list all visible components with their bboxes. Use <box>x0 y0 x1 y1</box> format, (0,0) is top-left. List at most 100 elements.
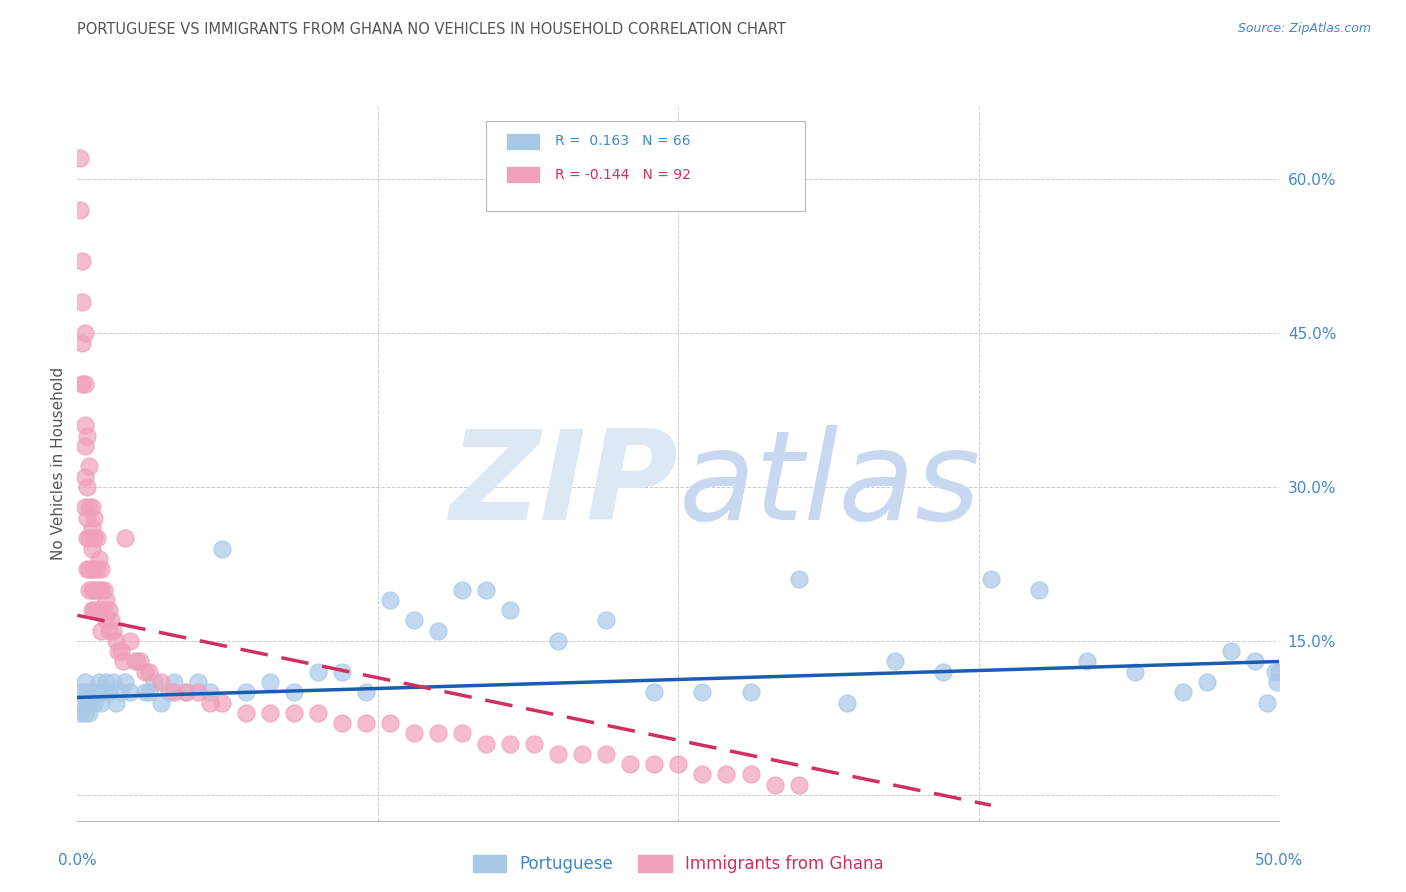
Point <box>96 614 118 628</box>
Point <box>283 685 305 699</box>
Point <box>87 603 110 617</box>
Point <box>174 685 197 699</box>
Point <box>83 696 105 710</box>
Point <box>86 603 108 617</box>
Point <box>716 767 738 781</box>
Point <box>402 726 425 740</box>
Point <box>90 696 112 710</box>
Point <box>143 675 166 690</box>
Point <box>73 326 96 340</box>
Point <box>378 593 401 607</box>
Point <box>97 603 120 617</box>
Point <box>80 541 103 556</box>
Point <box>235 706 257 720</box>
Point <box>283 706 305 720</box>
Point <box>83 562 105 576</box>
Point <box>740 767 762 781</box>
Point <box>83 582 105 597</box>
Text: R =  0.163   N = 66: R = 0.163 N = 66 <box>554 135 690 148</box>
Point <box>83 603 105 617</box>
Point <box>571 747 593 761</box>
Point <box>90 582 112 597</box>
Point <box>402 614 425 628</box>
Point <box>595 614 617 628</box>
Point <box>93 685 115 699</box>
Point <box>79 500 101 515</box>
Point <box>76 685 98 699</box>
Point <box>883 655 905 669</box>
Point <box>76 510 98 524</box>
Point <box>595 747 617 761</box>
Text: Source: ZipAtlas.com: Source: ZipAtlas.com <box>1237 22 1371 36</box>
Point <box>69 152 91 166</box>
Point <box>107 644 129 658</box>
Point <box>90 603 112 617</box>
Point <box>127 655 149 669</box>
Point <box>86 685 108 699</box>
Point <box>79 562 101 576</box>
Point <box>1197 675 1219 690</box>
Point <box>110 685 132 699</box>
Point <box>96 593 118 607</box>
Point <box>73 469 96 483</box>
Point <box>787 572 810 586</box>
Point <box>80 603 103 617</box>
Point <box>86 531 108 545</box>
Point <box>73 439 96 453</box>
Text: 50.0%: 50.0% <box>1256 854 1303 869</box>
Point <box>427 726 450 740</box>
Point <box>104 696 127 710</box>
Point <box>73 500 96 515</box>
Point <box>104 634 127 648</box>
Point <box>96 675 118 690</box>
Point <box>100 614 122 628</box>
Point <box>499 737 522 751</box>
Point <box>70 295 93 310</box>
Point <box>643 685 665 699</box>
Point <box>114 531 136 545</box>
Point <box>73 418 96 433</box>
Point <box>73 706 96 720</box>
Point <box>114 675 136 690</box>
Point <box>1173 685 1195 699</box>
Point <box>1265 675 1288 690</box>
Point <box>80 582 103 597</box>
Point <box>475 582 498 597</box>
Point <box>76 531 98 545</box>
Point <box>69 202 91 217</box>
Point <box>86 562 108 576</box>
Point <box>1123 665 1146 679</box>
Point <box>87 551 110 566</box>
Text: PORTUGUESE VS IMMIGRANTS FROM GHANA NO VEHICLES IN HOUSEHOLD CORRELATION CHART: PORTUGUESE VS IMMIGRANTS FROM GHANA NO V… <box>77 22 786 37</box>
Point <box>80 521 103 535</box>
Point <box>692 685 714 699</box>
Point <box>1028 582 1050 597</box>
Point <box>120 685 142 699</box>
Point <box>211 696 233 710</box>
Point <box>76 428 98 442</box>
Point <box>668 757 690 772</box>
Point <box>1264 665 1286 679</box>
Point <box>70 696 93 710</box>
Point <box>87 582 110 597</box>
Point <box>80 500 103 515</box>
Point <box>427 624 450 638</box>
Point <box>124 655 146 669</box>
Point <box>69 706 91 720</box>
Point <box>259 675 281 690</box>
Point <box>70 254 93 268</box>
Point <box>150 696 173 710</box>
Point <box>307 665 329 679</box>
Point <box>619 757 641 772</box>
Point <box>111 655 134 669</box>
Bar <box>506 167 540 184</box>
Point <box>162 675 184 690</box>
Point <box>83 510 105 524</box>
Point <box>1244 655 1267 669</box>
Point <box>79 706 101 720</box>
Text: ZIP: ZIP <box>450 425 679 546</box>
Point <box>787 778 810 792</box>
Point <box>307 706 329 720</box>
Point <box>1256 696 1278 710</box>
Point <box>138 685 160 699</box>
